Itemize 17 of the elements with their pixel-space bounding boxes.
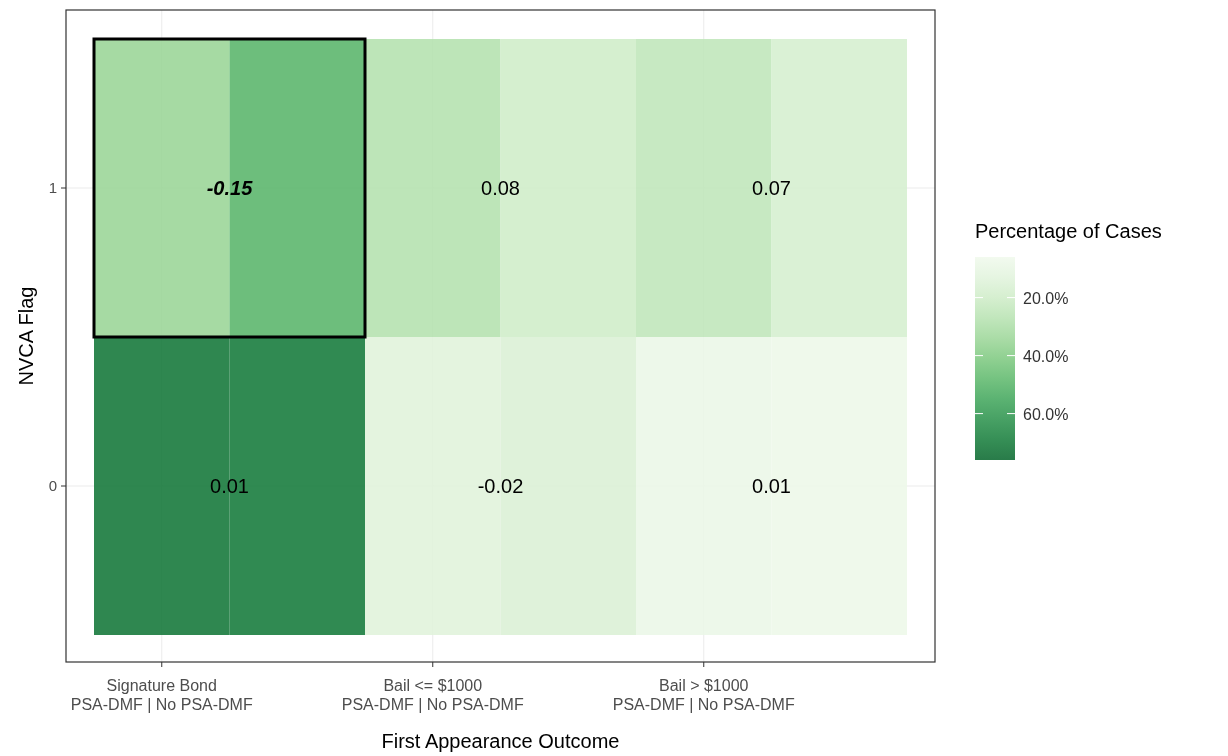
y-tick-label: 1	[48, 179, 57, 196]
annotation: 0.08	[481, 177, 520, 199]
annotation: 0.07	[752, 177, 791, 199]
x-axis-title: First Appearance Outcome	[381, 730, 620, 752]
x-tick-label: Signature Bond PSA-DMF | No PSA-DMF	[70, 677, 253, 713]
color-bar-label: 60.0%	[1023, 405, 1069, 423]
y-axis-title: NVCA Flag	[15, 286, 37, 386]
color-bar-label: 20.0%	[1023, 289, 1069, 307]
y-tick-label: 0	[48, 477, 57, 494]
color-bar-label: 40.0%	[1023, 347, 1069, 365]
legend-title: Percentage of Cases	[975, 220, 1162, 242]
x-tick-label: Bail > $1000 PSA-DMF | No PSA-DMF	[612, 677, 795, 713]
x-tick-label: Bail <= $1000 PSA-DMF | No PSA-DMF	[341, 677, 524, 713]
annotation: 0.01	[752, 475, 791, 497]
annotation: -0.02	[477, 475, 524, 497]
annotation: -0.15	[206, 177, 254, 199]
annotation: 0.01	[210, 475, 249, 497]
